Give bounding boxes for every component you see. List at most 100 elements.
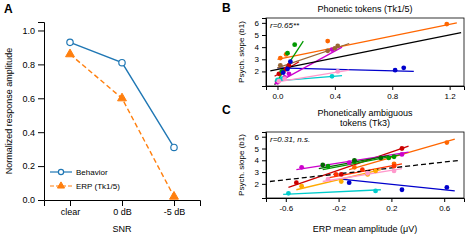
point <box>278 56 283 61</box>
y-tick-mark <box>38 30 44 31</box>
x-tick: 0.4 <box>330 86 342 101</box>
legend-item: ERP (Tk1/5) <box>50 182 120 191</box>
y-tick-mark <box>262 149 266 150</box>
point <box>365 171 370 176</box>
y-axis-title: Psych. slope (b1) <box>237 134 246 196</box>
panel-label: B <box>222 1 231 15</box>
x-tick-mark <box>444 198 445 202</box>
point <box>378 156 383 161</box>
point <box>294 180 299 185</box>
x-axis-line <box>45 201 201 207</box>
plot-area <box>270 139 460 196</box>
y-tick-mark <box>262 137 266 138</box>
x-axis: clear 0 dB -5 dB <box>45 200 201 217</box>
y-tick-mark <box>38 166 44 167</box>
y-tick-mark <box>262 47 266 48</box>
point <box>299 184 304 189</box>
x-tick-label: 1.2 <box>445 92 457 101</box>
fit-line <box>270 160 460 181</box>
y-tick-label: 3 <box>255 168 260 177</box>
y-tick-label: 4 <box>255 43 260 52</box>
y-tick: 4 <box>255 156 266 165</box>
y-axis-title: Psych. slope (b1) <box>237 21 246 83</box>
point <box>393 68 398 73</box>
y-tick: 5 <box>255 145 266 154</box>
x-tick-mark <box>392 86 393 90</box>
y-tick: 0.6 <box>22 94 44 104</box>
x-tick-mark <box>339 198 340 202</box>
point <box>347 160 352 165</box>
point <box>339 179 344 184</box>
y-tick-label: 2 <box>255 180 260 189</box>
series-line <box>70 54 174 196</box>
y-axis-line <box>262 19 267 87</box>
fit-line <box>270 33 461 71</box>
series-marker <box>66 49 75 57</box>
panel-label: A <box>4 2 13 16</box>
y-tick: 3 <box>255 55 266 64</box>
line-layer <box>270 139 460 194</box>
y-axis-title: Normalized response amplitude <box>4 48 14 175</box>
x-axis: -0.6 -0.2 0.2 0.6 <box>267 198 465 213</box>
y-tick: 1.0 <box>22 26 44 36</box>
fit-line <box>296 170 380 190</box>
x-tick-label: 0 dB <box>113 207 132 217</box>
point <box>282 76 287 81</box>
x-tick: -5 dB <box>164 200 186 217</box>
y-tick: 0.8 <box>22 60 44 70</box>
x-tick: -0.6 <box>279 198 293 213</box>
y-tick: 2 <box>255 67 266 76</box>
figure: clear0 dB-5 dB0.00.20.40.60.81.0Behavior… <box>0 0 474 243</box>
x-tick-label: 0.0 <box>272 92 284 101</box>
x-tick-mark <box>70 200 71 206</box>
fit-line <box>277 23 456 59</box>
panel: 0.00.40.81.223456Phonetic tokens (Tk1/5)… <box>222 1 465 101</box>
annotation: r=0.31, n.s. <box>270 135 310 144</box>
x-tick: 1.2 <box>445 86 457 101</box>
point <box>401 65 406 70</box>
point <box>373 168 378 173</box>
x-axis-title: SNR <box>112 224 132 234</box>
y-tick: 2 <box>255 180 266 189</box>
x-tick: 0.2 <box>386 198 398 213</box>
x-axis-title: ERP mean amplitude (μV) <box>313 224 418 234</box>
y-tick-mark <box>262 23 266 24</box>
point <box>320 163 325 168</box>
y-tick-label: 0.2 <box>22 161 35 171</box>
y-tick-mark <box>262 35 266 36</box>
plot-area <box>270 22 461 85</box>
plot-area <box>66 39 179 199</box>
y-tick-label: 6 <box>255 133 260 142</box>
panel-label: C <box>222 103 231 117</box>
point <box>392 164 397 169</box>
x-tick-mark <box>174 200 175 206</box>
x-tick-label: 0.2 <box>386 204 398 213</box>
point <box>326 177 331 182</box>
x-tick-label: 0.6 <box>439 204 451 213</box>
y-tick-label: 4 <box>255 156 260 165</box>
point-layer <box>275 22 449 85</box>
y-tick-label: 5 <box>255 145 260 154</box>
series-marker <box>119 59 125 65</box>
point <box>400 146 405 151</box>
series-line <box>70 42 174 147</box>
y-axis: 0.00.20.40.60.81.0 <box>22 23 44 206</box>
point <box>400 152 405 157</box>
x-tick-label: -0.2 <box>332 204 346 213</box>
x-tick-mark <box>286 198 287 202</box>
point-layer <box>286 140 449 195</box>
point <box>347 180 352 185</box>
plot-frame <box>266 132 464 198</box>
point <box>277 79 282 84</box>
point <box>292 42 297 47</box>
y-tick-mark <box>262 184 266 185</box>
y-tick-mark <box>262 71 266 72</box>
y-tick: 4 <box>255 43 266 52</box>
point <box>285 67 290 72</box>
x-tick: clear <box>61 200 81 217</box>
y-axis-line <box>262 133 267 199</box>
point <box>281 70 286 75</box>
y-tick-label: 0.4 <box>22 128 35 138</box>
point <box>285 51 290 56</box>
y-tick-mark <box>262 160 266 161</box>
